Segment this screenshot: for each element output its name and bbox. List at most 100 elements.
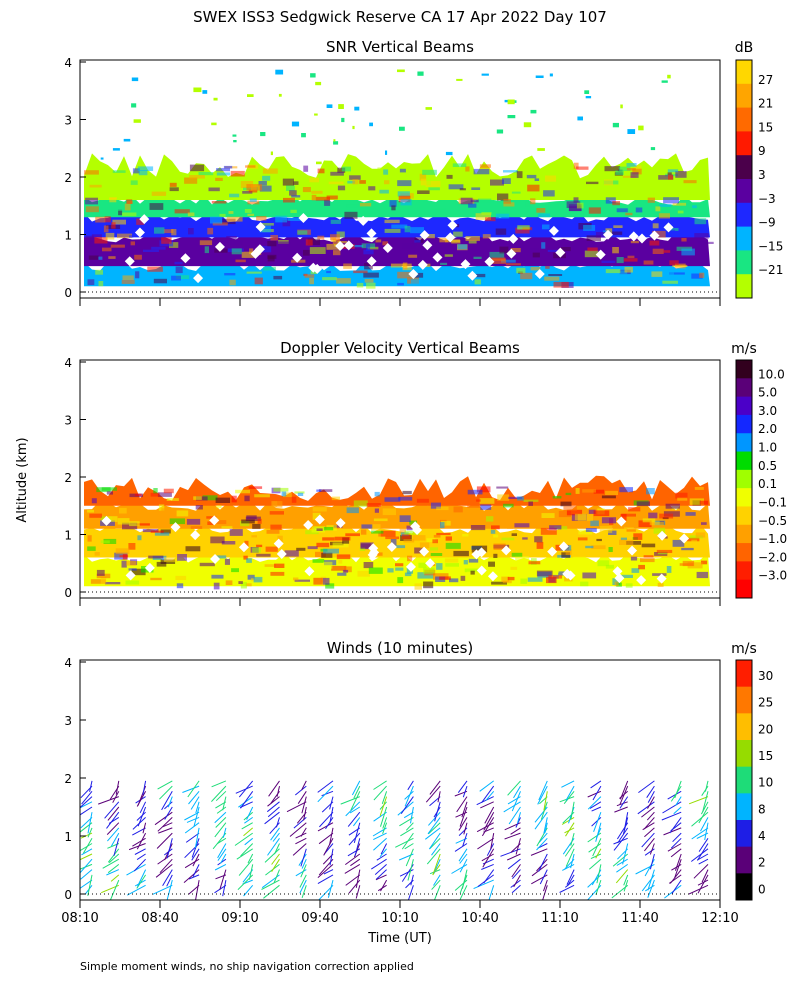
heatmap-cell: [161, 237, 172, 244]
heatmap-cell: [690, 184, 697, 190]
heatmap-cell: [496, 486, 509, 489]
heatmap-cell: [694, 487, 704, 490]
heatmap-cell: [150, 577, 162, 581]
heatmap-cell: [694, 233, 709, 239]
heatmap-cell: [626, 541, 642, 545]
wind-barb: [350, 791, 361, 811]
wind-barb: [543, 817, 548, 834]
winds-panel-title: Winds (10 minutes): [327, 639, 474, 657]
heatmap-cell: [439, 576, 451, 580]
heatmap-cell: [527, 577, 543, 582]
heatmap-cell: [616, 582, 622, 587]
heatmap-cell: [692, 205, 697, 209]
wind-barb: [107, 806, 120, 821]
wind-barb: [136, 832, 147, 850]
heatmap-cell: [117, 518, 130, 525]
colorbar-label: 21: [758, 97, 773, 111]
heatmap-cell: [166, 498, 179, 501]
heatmap-cell: [112, 219, 126, 225]
wind-barb: [87, 812, 93, 834]
heatmap-cell: [624, 266, 633, 273]
wind-barb: [215, 790, 227, 802]
wind-barb: [295, 869, 307, 877]
heatmap-cell: [344, 566, 352, 573]
heatmap-cell: [407, 555, 413, 562]
wind-barb: [184, 811, 200, 821]
heatmap-cell: [636, 501, 650, 507]
wind-barb: [591, 817, 602, 827]
heatmap-layer: [84, 153, 710, 200]
heatmap-cell: [577, 116, 583, 121]
heatmap-gap: [101, 515, 112, 526]
heatmap-cell: [626, 168, 636, 171]
wind-barb: [215, 817, 227, 828]
heatmap-cell: [262, 168, 278, 174]
heatmap-gap: [238, 542, 249, 553]
wind-barb: [458, 817, 468, 831]
heatmap-cell: [259, 245, 272, 253]
heatmap-cell: [591, 545, 606, 550]
heatmap-cell: [491, 525, 500, 530]
heatmap-cell: [160, 529, 171, 534]
heatmap-cell: [628, 507, 641, 512]
heatmap-cell: [232, 134, 237, 137]
heatmap-cell: [226, 236, 237, 242]
heatmap-cell: [202, 495, 218, 501]
heatmap-cell: [649, 240, 660, 246]
heatmap-cell: [540, 527, 557, 535]
wind-barb: [380, 843, 388, 855]
heatmap-cell: [171, 229, 177, 236]
heatmap-cell: [175, 266, 183, 274]
heatmap-cell: [342, 569, 349, 573]
heatmap-cell: [313, 577, 323, 585]
heatmap-cell: [359, 547, 366, 551]
heatmap-cell: [301, 133, 306, 138]
wind-barb: [588, 843, 602, 853]
wind-barb: [431, 843, 441, 856]
heatmap-cell: [451, 239, 461, 244]
wind-barb: [481, 853, 494, 862]
wind-barb: [623, 879, 629, 892]
wind-barb: [437, 791, 441, 803]
colorbar-label: 10: [758, 776, 773, 790]
wind-barb: [184, 858, 200, 869]
heatmap-cell: [204, 246, 209, 254]
heatmap-cell: [665, 503, 680, 509]
wind-barb: [374, 864, 387, 875]
wind-barb: [379, 796, 388, 816]
heatmap-cell: [270, 235, 278, 241]
heatmap-cell: [599, 525, 613, 533]
heatmap-cell: [397, 577, 404, 584]
wind-barb: [126, 884, 146, 896]
heatmap-cell: [215, 177, 223, 181]
heatmap-cell: [309, 177, 319, 183]
heatmap-cell: [224, 273, 236, 276]
heatmap-cell: [117, 233, 132, 239]
heatmap-cell: [326, 104, 333, 108]
heatmap-cell: [130, 241, 135, 246]
heatmap-cell: [379, 189, 389, 194]
wind-barb: [216, 837, 227, 845]
colorbar-label: 27: [758, 73, 773, 87]
heatmap-cell: [312, 512, 321, 520]
wind-barb: [190, 796, 200, 810]
heatmap-cell: [363, 562, 374, 569]
colorbar-swatch: [736, 543, 752, 562]
wind-barb: [243, 884, 254, 897]
wind-barb: [511, 864, 521, 878]
colorbar-swatch: [736, 740, 752, 768]
wind-barb: [427, 817, 441, 835]
wind-barb: [109, 879, 120, 900]
wind-barb: [588, 858, 602, 870]
heatmap-cell: [537, 148, 545, 151]
heatmap-cell: [510, 248, 521, 253]
heatmap-cell: [663, 250, 671, 253]
heatmap-cell: [176, 583, 184, 589]
heatmap-gap: [679, 533, 690, 544]
heatmap-cell: [468, 240, 477, 244]
heatmap-cell: [221, 526, 233, 529]
heatmap-cell: [297, 492, 304, 496]
y-tick-label: 0: [64, 286, 72, 300]
heatmap-cell: [87, 546, 96, 551]
heatmap-cell: [416, 498, 429, 503]
